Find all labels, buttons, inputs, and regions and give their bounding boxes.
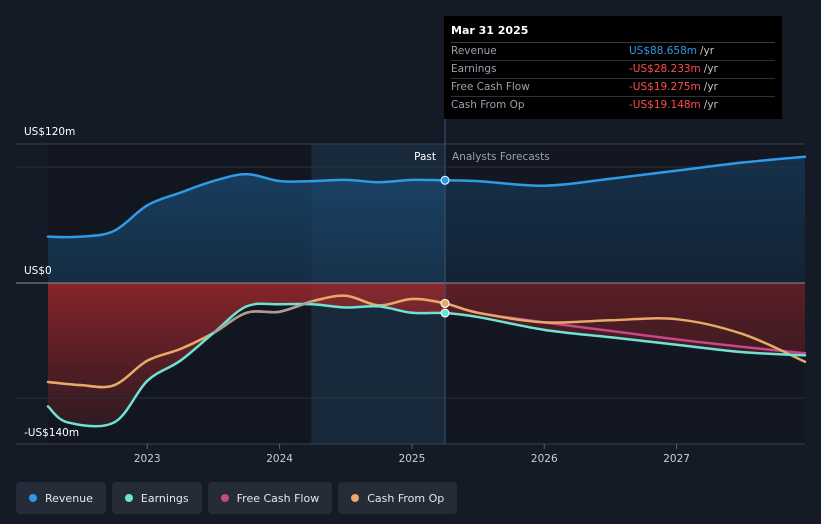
- x-axis-tick-label: 2025: [399, 453, 426, 465]
- tooltip-label: Revenue: [451, 45, 497, 57]
- series-line-earnings: [46, 302, 807, 428]
- tooltip-value: -US$19.148m: [629, 99, 701, 111]
- divider-marker-revenue: [440, 175, 450, 185]
- x-axis-tick-label: 2026: [531, 453, 558, 465]
- forecast-region-shade: [445, 144, 805, 444]
- hover-tooltip: Mar 31 2025 Revenue US$88.658m /yr Earni…: [444, 16, 782, 119]
- divider-marker-cash-from-op: [440, 298, 450, 308]
- x-axis-tick-label: 2023: [134, 453, 161, 465]
- y-axis-tick-label: US$0: [24, 265, 52, 277]
- legend-dot-icon: [29, 494, 37, 502]
- revenue-area: [48, 156, 805, 283]
- tooltip-value: -US$28.233m: [629, 63, 701, 75]
- tooltip-unit: /yr: [703, 81, 718, 93]
- forecast-label: Analysts Forecasts: [452, 151, 550, 163]
- y-axis-tick-label: -US$140m: [24, 427, 79, 439]
- x-axis-tick-label: 2024: [266, 453, 293, 465]
- legend-dot-icon: [220, 494, 229, 502]
- tooltip-row-free-cash-flow: Free Cash Flow -US$19.275m /yr: [451, 79, 775, 97]
- tooltip-unit: /yr: [703, 63, 718, 75]
- legend-cash-from-op-button[interactable]: Cash From Op: [338, 482, 458, 514]
- tooltip-unit: /yr: [700, 45, 715, 57]
- tooltip-row-earnings: Earnings -US$28.233m /yr: [451, 61, 775, 79]
- legend-label: Earnings: [140, 491, 189, 505]
- tooltip-date: Mar 31 2025: [451, 24, 775, 43]
- past-label: Past: [414, 151, 436, 163]
- tooltip-row-revenue: Revenue US$88.658m /yr: [451, 43, 775, 61]
- negative-area: [48, 283, 805, 427]
- y-axis-tick-label: US$120m: [24, 126, 75, 138]
- chart-legend: Revenue Earnings Free Cash Flow Cash Fro…: [16, 482, 458, 514]
- tooltip-row-cash-from-op: Cash From Op -US$19.148m /yr: [451, 97, 775, 114]
- legend-label: Cash From Op: [367, 491, 445, 505]
- legend-label: Free Cash Flow: [236, 491, 320, 505]
- tooltip-unit: /yr: [703, 99, 718, 111]
- series-line-cash-from-op: [46, 294, 807, 389]
- legend-label: Revenue: [45, 491, 93, 505]
- tooltip-label: Free Cash Flow: [451, 81, 530, 93]
- legend-earnings-button[interactable]: Earnings: [111, 482, 202, 514]
- tooltip-label: Earnings: [451, 63, 497, 75]
- divider-marker-earnings: [440, 308, 450, 318]
- legend-dot-icon: [124, 494, 133, 502]
- legend-free-cash-flow-button[interactable]: Free Cash Flow: [207, 482, 333, 514]
- series-line-revenue: [46, 155, 807, 239]
- x-axis-tick-label: 2027: [663, 453, 690, 465]
- legend-dot-icon: [351, 494, 360, 502]
- tooltip-value: US$88.658m: [629, 45, 697, 57]
- past-overlap-line: [212, 299, 314, 335]
- legend-revenue-button[interactable]: Revenue: [16, 482, 106, 514]
- tooltip-label: Cash From Op: [451, 99, 525, 111]
- tooltip-value: -US$19.275m: [629, 81, 701, 93]
